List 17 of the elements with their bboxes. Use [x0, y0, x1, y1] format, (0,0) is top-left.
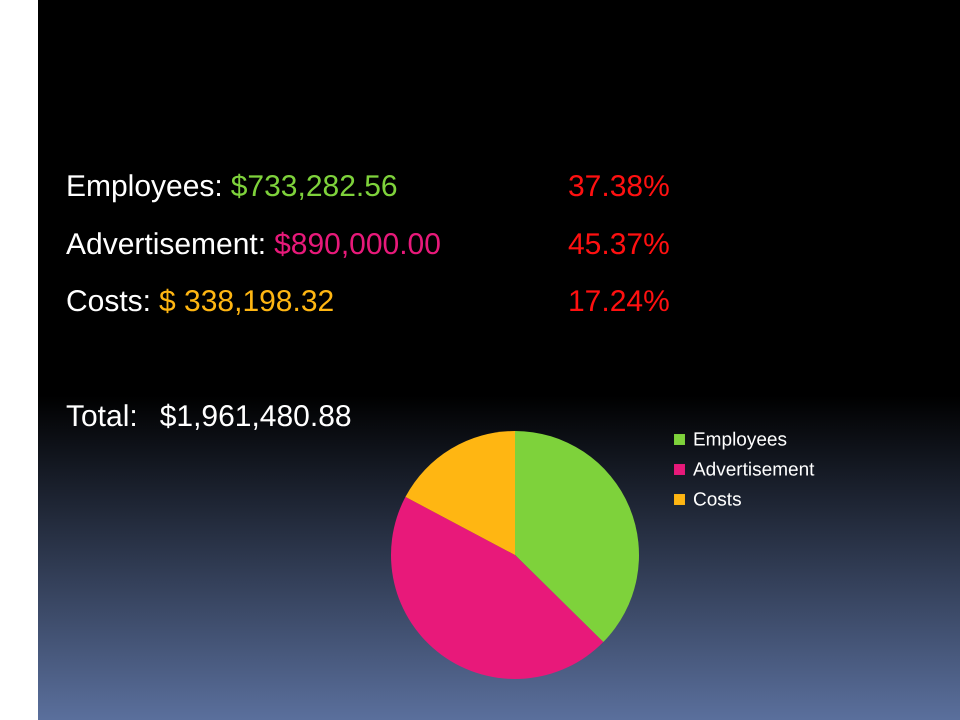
text: 45.37%: [568, 228, 670, 262]
text: Costs:: [66, 285, 152, 319]
text: Employees:: [66, 170, 223, 204]
text: $733,282.56: [230, 170, 398, 204]
text: 17.24%: [568, 285, 670, 319]
legend-label: Costs: [693, 490, 742, 510]
text: 37.38%: [568, 170, 670, 204]
legend-label: Employees: [693, 430, 787, 450]
text: $890,000.00: [274, 228, 441, 262]
legend-label: Advertisement: [693, 460, 816, 480]
text: Advertisement:: [66, 228, 266, 262]
text: $1,961,480.88: [160, 400, 352, 434]
text: Total:: [66, 400, 138, 434]
pie-slice: [391, 496, 604, 679]
pie-slice: [515, 431, 639, 642]
pie-slice: [405, 431, 515, 555]
text: $ 338,198.32: [159, 285, 334, 319]
